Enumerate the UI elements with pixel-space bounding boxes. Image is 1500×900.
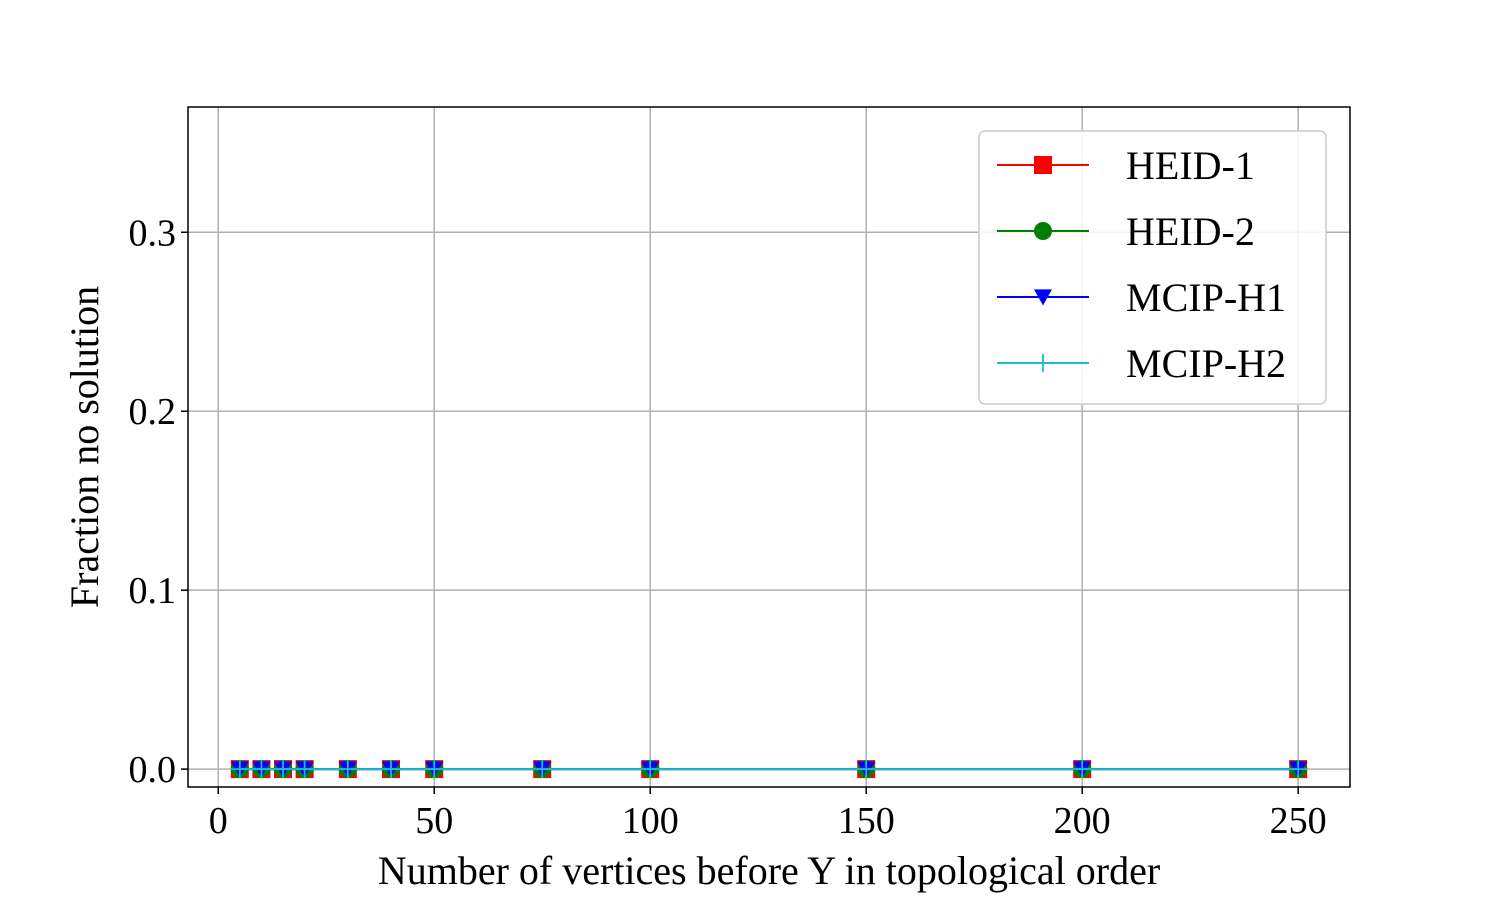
data-point — [1289, 760, 1308, 779]
legend: HEID-1 HEID-2 MCIP-H1 MCIP-H2 — [978, 130, 1327, 405]
legend-item: MCIP-H1 — [997, 275, 1286, 320]
legend-item: HEID-2 — [997, 209, 1255, 254]
data-point — [1073, 760, 1092, 779]
legend-label: HEID-2 — [1126, 209, 1255, 254]
y-axis-ticks: 0.0 0.1 0.2 0.3 — [129, 212, 188, 791]
plot-frame — [187, 106, 1351, 788]
x-axis-label: Number of vertices before Y in topologic… — [378, 848, 1160, 893]
x-axis-ticks: 0 50 100 150 200 250 — [209, 787, 1327, 842]
legend-label: MCIP-H1 — [1126, 275, 1286, 320]
x-tick-label: 50 — [415, 800, 453, 842]
data-point — [338, 760, 357, 779]
legend-item: HEID-1 — [997, 143, 1255, 188]
x-tick-label: 250 — [1270, 800, 1327, 842]
y-tick-label: 0.1 — [129, 570, 177, 612]
data-point — [274, 760, 293, 779]
data-point — [641, 760, 660, 779]
legend-marker — [1034, 289, 1052, 306]
data-point — [230, 760, 249, 779]
y-tick-label: 0.2 — [129, 391, 177, 433]
y-tick-label: 0.3 — [129, 212, 177, 254]
data-point — [533, 760, 552, 779]
legend-marker — [1034, 222, 1052, 240]
data-point — [857, 760, 876, 779]
y-axis-label: Fraction no solution — [62, 286, 107, 608]
y-tick-label: 0.0 — [129, 749, 177, 791]
x-tick-label: 150 — [838, 800, 895, 842]
legend-marker — [1034, 156, 1052, 174]
x-tick-label: 0 — [209, 800, 228, 842]
data-point — [382, 760, 401, 779]
x-tick-label: 100 — [622, 800, 679, 842]
data-point — [295, 760, 314, 779]
legend-label: MCIP-H2 — [1126, 341, 1286, 386]
series-mcip-h2 — [230, 760, 1308, 779]
legend-box — [978, 130, 1327, 405]
x-tick-label: 200 — [1054, 800, 1111, 842]
legend-label: HEID-1 — [1126, 143, 1255, 188]
data-point — [252, 760, 271, 779]
data-point — [425, 760, 444, 779]
legend-marker — [1034, 354, 1052, 372]
legend-item: MCIP-H2 — [997, 341, 1286, 386]
series-layer — [230, 760, 1308, 779]
